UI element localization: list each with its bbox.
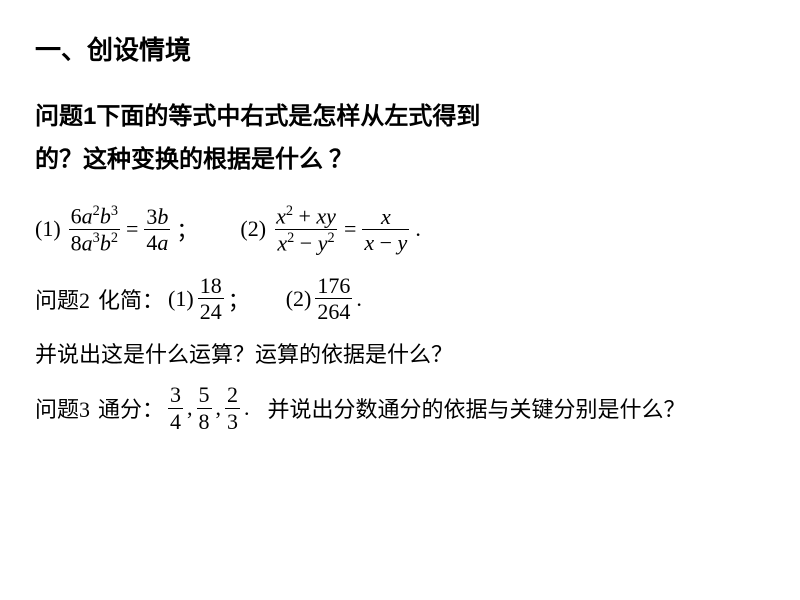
question-2-follow: 并说出这是什么运算？运算的依据是什么？ xyxy=(35,337,765,369)
f1t-v2: b xyxy=(100,204,111,229)
f3t-v2a: x xyxy=(316,204,326,229)
q1-label-prefix: 问题 xyxy=(35,104,83,130)
q3f2-bot: 8 xyxy=(197,408,212,433)
q2-period: . xyxy=(356,286,362,312)
q3-frac-3: 2 3 xyxy=(225,383,240,432)
f3t-v2b: y xyxy=(326,204,336,229)
q3-frac-1: 3 4 xyxy=(168,383,183,432)
section-title: 一、创设情境 xyxy=(35,30,765,67)
f2t-v: b xyxy=(157,204,168,229)
eq1-frac-2: 3b 4a xyxy=(144,205,170,254)
q3-c1: , xyxy=(187,395,193,421)
eq1-period: . xyxy=(415,216,421,242)
q3-period: . xyxy=(244,395,250,421)
question-3: 问题3 通分： 3 4 , 5 8 , 2 3 . 并说出分数通分的依据与关键分… xyxy=(35,383,765,432)
q3f2-top: 5 xyxy=(197,383,212,407)
q1-label-num: 1 xyxy=(83,103,96,130)
q1-text-2: 的？这种变换的根据是什么 ？ xyxy=(35,147,353,173)
f4t-v: x xyxy=(381,204,391,229)
eq1-eq1: = xyxy=(126,216,138,242)
q2-n1: (1) xyxy=(168,286,194,312)
f3t-e1: 2 xyxy=(286,203,293,219)
eq1-frac-4: x x − y xyxy=(362,205,409,254)
eq1-n1: (1) xyxy=(35,216,61,242)
f3b-minus: − xyxy=(294,230,317,255)
question-1: 问题1下面的等式中右式是怎样从左式得到 的？这种变换的根据是什么 ？ xyxy=(35,95,765,182)
f1b-e1: 3 xyxy=(93,230,100,246)
f4b-v2: y xyxy=(398,230,408,255)
q3f1-top: 3 xyxy=(168,383,183,407)
f3b-v2: y xyxy=(318,230,328,255)
q3-c2: , xyxy=(216,395,222,421)
f3t-plus: + xyxy=(293,204,316,229)
q3f3-bot: 3 xyxy=(225,408,240,433)
q2-verb: 化简： xyxy=(98,283,164,315)
f1t-v1: a xyxy=(82,204,93,229)
f2b-v: a xyxy=(157,230,168,255)
f3b-v1: x xyxy=(277,230,287,255)
q2-frac-2: 176 264 xyxy=(315,274,352,323)
f3t-v1: x xyxy=(276,204,286,229)
eq1-frac-3: x2 + xy x2 − y2 xyxy=(274,204,338,254)
q2-n2: (2) xyxy=(286,286,312,312)
eq1-eq2: = xyxy=(344,216,356,242)
f2b-coef: 4 xyxy=(146,230,157,255)
q3f3-top: 2 xyxy=(225,383,240,407)
equation-row-1: (1) 6a2b3 8a3b2 = 3b 4a ； (2) x2 + xy x2… xyxy=(35,204,765,254)
q3-frac-2: 5 8 xyxy=(197,383,212,432)
q2f2-top: 176 xyxy=(315,274,352,298)
f4b-v1: x xyxy=(364,230,374,255)
q3-verb: 通分： xyxy=(98,392,164,424)
f1t-e2: 3 xyxy=(111,203,118,219)
eq1-frac-1: 6a2b3 8a3b2 xyxy=(69,204,120,254)
question-2: 问题2 化简： (1) 18 24 ； (2) 176 264 . xyxy=(35,274,765,323)
q1-text-1: 下面的等式中右式是怎样从左式得到 xyxy=(96,104,480,130)
q2-label: 问题2 xyxy=(35,283,90,315)
q2f1-bot: 24 xyxy=(198,298,224,323)
f1b-coef: 8 xyxy=(71,230,82,255)
f3b-e2: 2 xyxy=(327,230,334,246)
q3-label: 问题3 xyxy=(35,392,90,424)
f1t-coef: 6 xyxy=(71,204,82,229)
q2f1-top: 18 xyxy=(198,274,224,298)
f2t-coef: 3 xyxy=(146,204,157,229)
f4b-minus: − xyxy=(374,230,397,255)
eq1-n2: (2) xyxy=(240,216,266,242)
q3f1-bot: 4 xyxy=(168,408,183,433)
q2f2-bot: 264 xyxy=(315,298,352,323)
q2-frac-1: 18 24 xyxy=(198,274,224,323)
f1b-e2: 2 xyxy=(111,230,118,246)
q3-tail: 并说出分数通分的依据与关键分别是什么？ xyxy=(268,392,686,424)
f1t-e1: 2 xyxy=(93,203,100,219)
eq1-semi: ； xyxy=(176,213,198,245)
f1b-v1: a xyxy=(82,230,93,255)
f1b-v2: b xyxy=(100,230,111,255)
q2-semi: ； xyxy=(228,283,250,315)
